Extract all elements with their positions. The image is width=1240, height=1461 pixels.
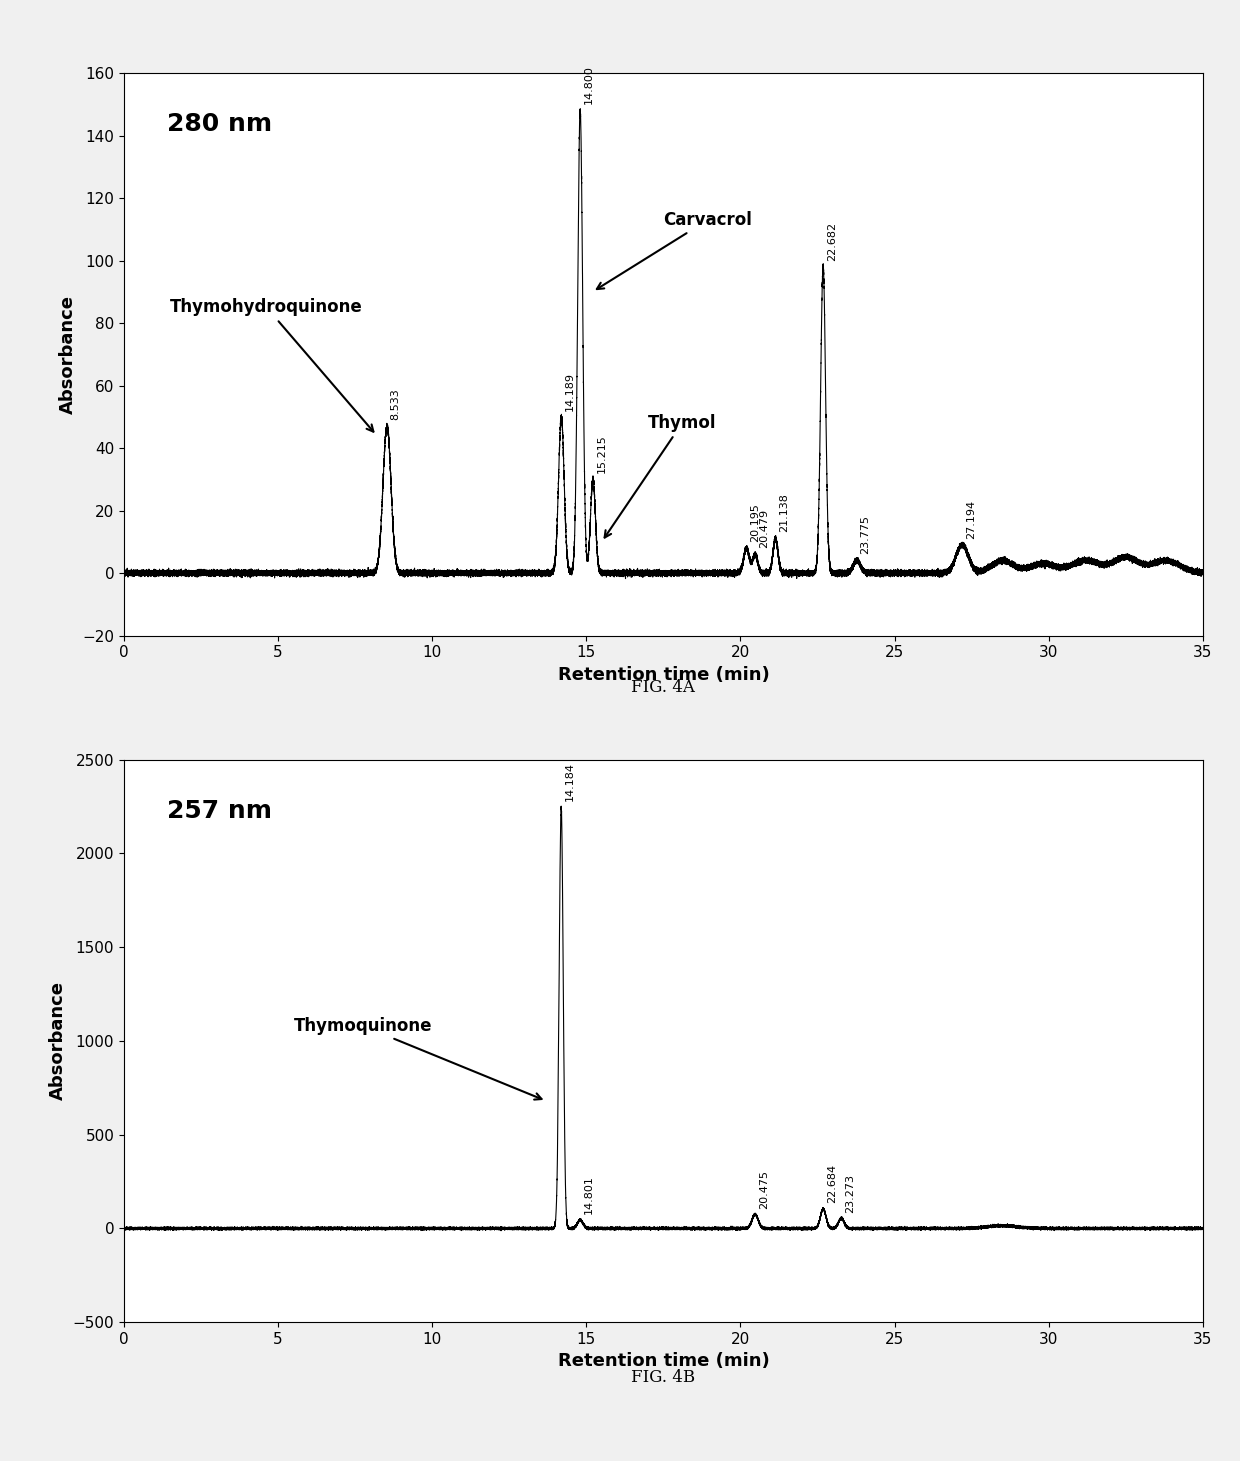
Text: 20.195: 20.195 (750, 503, 760, 542)
Text: 21.138: 21.138 (779, 494, 789, 532)
X-axis label: Retention time (min): Retention time (min) (558, 1353, 769, 1370)
Text: 20.475: 20.475 (759, 1170, 769, 1208)
Text: 23.775: 23.775 (861, 516, 870, 554)
Y-axis label: Absorbance: Absorbance (58, 295, 77, 413)
Text: 257 nm: 257 nm (167, 799, 272, 823)
Text: Thymohydroquinone: Thymohydroquinone (170, 298, 373, 431)
Text: 27.194: 27.194 (966, 500, 976, 539)
X-axis label: Retention time (min): Retention time (min) (558, 666, 769, 684)
Text: Carvacrol: Carvacrol (596, 210, 753, 289)
Text: 8.533: 8.533 (391, 389, 401, 419)
Text: 22.682: 22.682 (827, 222, 837, 260)
Text: 15.215: 15.215 (596, 434, 606, 473)
Text: Thymol: Thymol (605, 413, 717, 538)
Text: 14.189: 14.189 (565, 371, 575, 411)
Text: 23.273: 23.273 (844, 1173, 856, 1213)
Text: 14.184: 14.184 (565, 763, 575, 801)
Y-axis label: Absorbance: Absorbance (50, 982, 67, 1100)
Text: FIG. 4A: FIG. 4A (631, 679, 696, 697)
Text: 14.801: 14.801 (584, 1176, 594, 1214)
Text: 20.479: 20.479 (759, 508, 769, 548)
Text: 14.800: 14.800 (584, 66, 594, 104)
Text: 22.684: 22.684 (827, 1164, 837, 1204)
Text: FIG. 4B: FIG. 4B (631, 1369, 696, 1386)
Text: Thymoquinone: Thymoquinone (294, 1017, 542, 1100)
Text: 280 nm: 280 nm (167, 112, 273, 136)
